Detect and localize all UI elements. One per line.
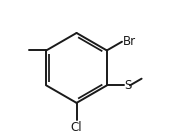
- Text: Br: Br: [123, 35, 136, 48]
- Text: S: S: [125, 79, 132, 92]
- Text: Cl: Cl: [71, 121, 82, 134]
